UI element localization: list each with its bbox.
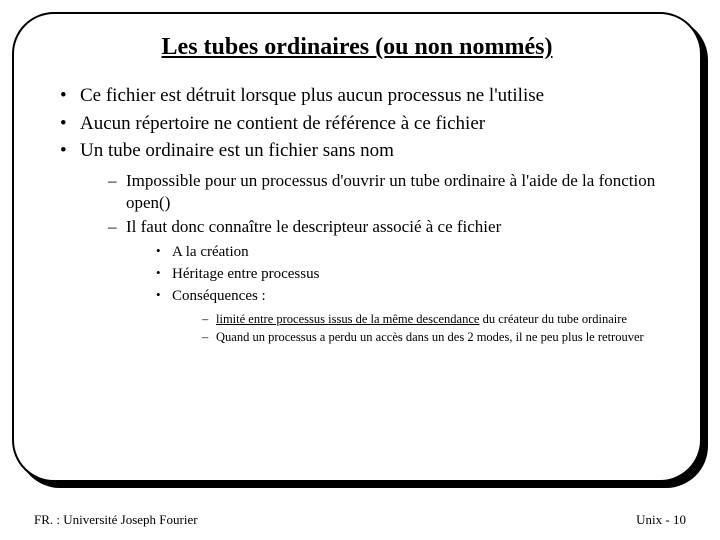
list-item: Il faut donc connaître le descripteur as… xyxy=(108,216,672,346)
bullet-text: Aucun répertoire ne contient de référenc… xyxy=(80,113,485,134)
bullet-text: Un tube ordinaire est un fichier sans no… xyxy=(80,140,394,161)
list-item: A la création xyxy=(156,242,672,263)
list-item: Un tube ordinaire est un fichier sans no… xyxy=(60,138,672,346)
list-item: Héritage entre processus xyxy=(156,264,672,285)
bullet-list-level2: Impossible pour un processus d'ouvrir un… xyxy=(80,170,672,346)
bullet-list-level4: limité entre processus issus de la même … xyxy=(172,311,672,346)
slide-footer: FR. : Université Joseph Fourier Unix - 1… xyxy=(34,512,686,528)
list-item: Ce fichier est détruit lorsque plus aucu… xyxy=(60,83,672,109)
bullet-text: Impossible pour un processus d'ouvrir un… xyxy=(126,171,655,212)
footer-left: FR. : Université Joseph Fourier xyxy=(34,512,198,528)
bullet-text: du créateur du tube ordinaire xyxy=(479,312,627,326)
bullet-text: Conséquences : xyxy=(172,288,266,304)
bullet-text: Quand un processus a perdu un accès dans… xyxy=(216,330,644,344)
list-item: Conséquences : limité entre processus is… xyxy=(156,286,672,346)
bullet-text-underlined: limité entre processus issus de la même … xyxy=(216,312,479,326)
bullet-text: A la création xyxy=(172,244,249,260)
list-item: Impossible pour un processus d'ouvrir un… xyxy=(108,170,672,214)
bullet-text: Héritage entre processus xyxy=(172,266,319,282)
slide-title: Les tubes ordinaires (ou non nommés) xyxy=(42,34,672,61)
list-item: Aucun répertoire ne contient de référenc… xyxy=(60,111,672,137)
bullet-list-level3: A la création Héritage entre processus C… xyxy=(126,242,672,346)
slide-frame: Les tubes ordinaires (ou non nommés) Ce … xyxy=(12,12,702,482)
bullet-text: Ce fichier est détruit lorsque plus aucu… xyxy=(80,85,544,106)
bullet-list-level1: Ce fichier est détruit lorsque plus aucu… xyxy=(42,83,672,346)
list-item: Quand un processus a perdu un accès dans… xyxy=(202,329,672,346)
bullet-text: Il faut donc connaître le descripteur as… xyxy=(126,217,501,236)
list-item: limité entre processus issus de la même … xyxy=(202,311,672,328)
footer-right: Unix - 10 xyxy=(636,512,686,528)
